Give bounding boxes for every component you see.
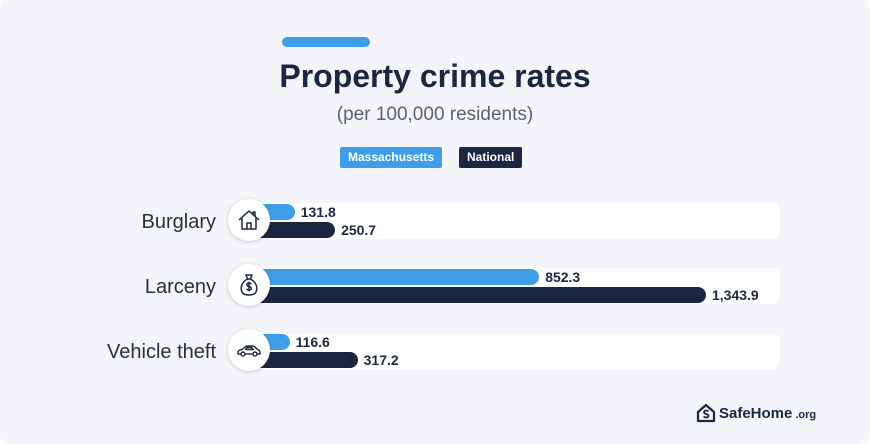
brand-name: SafeHome <box>719 404 793 422</box>
house-icon <box>228 199 270 241</box>
bar-national-vehicle-theft <box>250 352 358 368</box>
category-label: Burglary <box>141 211 216 233</box>
value-label-national: 250.7 <box>341 222 377 238</box>
row-vehicle-theft: Vehicle theft 116.6 317.2 <box>0 329 870 381</box>
category-label: Larceny <box>144 276 216 298</box>
chart-subtitle: (per 100,000 residents) <box>336 104 534 125</box>
value-label-national: 317.2 <box>363 352 399 368</box>
brand-suffix: .org <box>795 409 817 421</box>
row-larceny: Larceny 852.3 1,343.9 <box>0 264 870 316</box>
brand-house-icon <box>696 403 716 423</box>
value-label-massachusetts: 852.3 <box>545 269 581 285</box>
bar-track <box>250 203 780 239</box>
brand-logo: SafeHome .org <box>696 402 816 424</box>
bar-national-burglary <box>250 222 336 238</box>
value-label-national: 1,343.9 <box>712 287 759 303</box>
car-icon <box>228 329 270 371</box>
legend-massachusetts: Massachusetts <box>340 147 443 168</box>
accent-bar <box>282 37 370 47</box>
chart-title: Property crime rates <box>279 58 591 94</box>
row-burglary: Burglary 131.8 250.7 <box>0 199 870 251</box>
value-label-massachusetts: 116.6 <box>295 334 330 350</box>
bar-massachusetts-larceny <box>250 269 540 285</box>
category-label: Vehicle theft <box>107 341 216 363</box>
money-bag-icon <box>228 264 270 306</box>
value-label-massachusetts: 131.8 <box>300 204 336 220</box>
legend-national: National <box>459 147 523 168</box>
bar-national-larceny <box>250 287 706 303</box>
